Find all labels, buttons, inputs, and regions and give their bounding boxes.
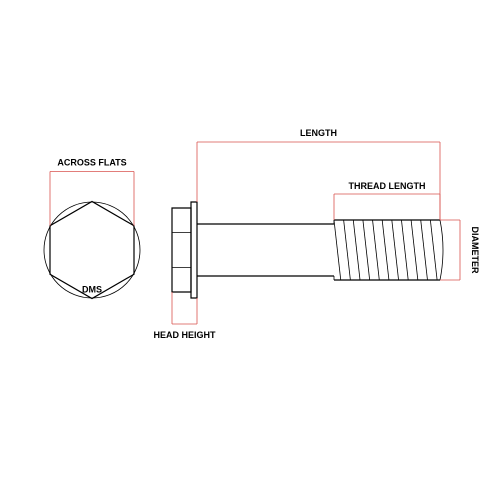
across-flats-dimension: ACROSS FLATS — [50, 158, 134, 226]
diameter-label: DIAMETER — [470, 227, 480, 275]
dms-label: DMS — [82, 284, 102, 294]
bolt-side-view — [172, 202, 443, 298]
thread-length-dimension-line — [334, 194, 440, 220]
length-label: LENGTH — [300, 128, 337, 138]
bolt-dimension-diagram: ACROSS FLATS DMS LENGTH THREAD LENGTH HE… — [0, 0, 500, 500]
across-flats-label: ACROSS FLATS — [57, 158, 126, 168]
thread-length-label: THREAD LENGTH — [349, 181, 426, 191]
head-height-dimension-line — [172, 292, 197, 324]
hex-head-front-view: ACROSS FLATS DMS — [44, 158, 140, 299]
head-height-label: HEAD HEIGHT — [153, 330, 216, 340]
side-view-dimensions: LENGTH THREAD LENGTH HEAD HEIGHT DIAMETE… — [153, 128, 480, 340]
